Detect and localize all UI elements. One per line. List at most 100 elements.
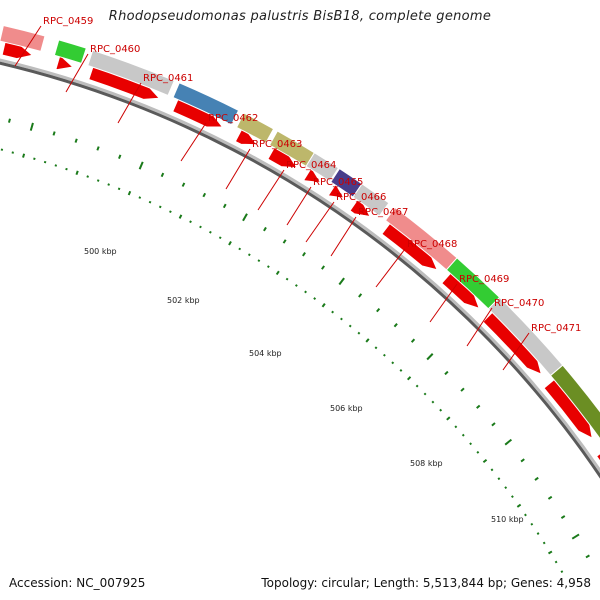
gene-label: RPC_0463: [252, 139, 302, 150]
tick-mark: [209, 230, 212, 234]
gene-block: [549, 364, 600, 440]
tick-mark: [228, 241, 232, 246]
tick-mark: [158, 205, 162, 209]
strand-features: [1, 40, 600, 462]
backbone-highlight: [0, 58, 600, 474]
gene-block: [305, 152, 340, 182]
tick-mark: [202, 192, 207, 198]
gene-label: RPC_0469: [459, 274, 509, 285]
tick-mark: [511, 495, 514, 499]
gene-label: RPC_0460: [90, 44, 140, 55]
tick-mark: [181, 182, 186, 187]
tick-mark: [275, 270, 280, 276]
tick-mark: [160, 172, 165, 178]
leader-line: [502, 332, 530, 371]
tick-mark: [571, 533, 580, 540]
backbone-line: [0, 61, 600, 479]
tick-mark: [547, 495, 553, 500]
tick-mark: [560, 515, 566, 519]
leader-line: [65, 53, 89, 93]
leader-line: [330, 216, 357, 257]
tick-mark: [7, 118, 11, 123]
tick-mark: [189, 220, 192, 224]
gene-block: [0, 24, 46, 53]
tick-mark: [294, 284, 298, 287]
tick-mark: [266, 265, 270, 269]
genome-summary: Topology: circular; Length: 5,513,844 bp…: [261, 576, 591, 590]
tick-mark: [127, 190, 132, 196]
leader-line: [14, 25, 42, 67]
gene-block: [87, 49, 175, 97]
tick-mark: [238, 247, 242, 251]
tick-mark: [138, 161, 144, 170]
tick-mark: [247, 253, 251, 257]
tick-mark: [218, 236, 222, 240]
gene-labels: RPC_0459 RPC_0460 RPC_0461 RPC_0462 RPC_0463…: [14, 16, 581, 371]
tick-mark: [497, 477, 501, 481]
tick-mark: [530, 522, 534, 526]
tick-mark: [331, 310, 335, 314]
leader-line: [466, 307, 493, 347]
gene-label: RPC_0461: [143, 73, 193, 84]
kbp-label: 506 kbp: [330, 404, 363, 413]
tick-mark: [491, 422, 496, 427]
gene-label: RPC_0464: [286, 160, 336, 171]
tick-mark: [96, 179, 100, 182]
leader-line: [225, 148, 251, 190]
tick-mark: [423, 392, 427, 396]
accession-text: Accession: NC_007925: [9, 576, 146, 590]
tick-mark: [410, 338, 416, 343]
tick-mark: [107, 183, 110, 186]
tick-mark: [406, 376, 412, 381]
leader-line: [375, 248, 406, 288]
tick-mark: [376, 307, 381, 313]
tick-mark: [138, 196, 142, 199]
tick-mark: [340, 317, 343, 321]
gene-label: RPC_0465: [313, 177, 363, 188]
tick-mark: [504, 486, 508, 490]
gene-features: [0, 24, 600, 440]
tick-mark: [43, 160, 47, 164]
tick-mark: [391, 361, 395, 365]
tick-mark: [33, 157, 36, 161]
tick-mark: [542, 541, 546, 545]
kbp-labels: 500 kbp 502 kbp 504 kbp 506 kbp 508 kbp 510 k…: [84, 247, 524, 524]
gene-label: RPC_0466: [336, 192, 386, 203]
tick-mark: [96, 146, 100, 151]
gene-block: [53, 39, 87, 65]
tick-mark: [358, 293, 363, 298]
tick-mark: [446, 416, 451, 421]
tick-mark: [75, 170, 79, 175]
strand-arrow: [595, 453, 600, 462]
tick-mark: [11, 151, 14, 154]
tick-mark: [321, 265, 325, 270]
tick-mark: [454, 425, 458, 429]
tick-mark: [52, 131, 56, 136]
leader-line: [429, 283, 458, 323]
leader-line: [305, 201, 335, 243]
strand-arrow: [327, 183, 345, 199]
tick-mark: [222, 203, 227, 209]
tick-mark: [476, 450, 480, 454]
tick-mark: [374, 346, 378, 350]
gene-label: RPC_0459: [43, 16, 93, 27]
tick-mark: [426, 353, 434, 361]
tick-mark: [321, 303, 326, 308]
gene-block: [352, 183, 390, 217]
gene-label: RPC_0467: [358, 207, 408, 218]
tick-mark: [444, 370, 449, 376]
gene-label: RPC_0470: [494, 298, 544, 309]
tick-mark: [554, 560, 558, 564]
tick-mark: [585, 554, 590, 559]
tick-mark: [399, 369, 403, 372]
tick-mark: [74, 138, 78, 143]
tick-mark: [504, 438, 513, 446]
tick-mark: [560, 570, 564, 574]
tick-mark: [148, 200, 152, 204]
gene-block: [172, 82, 240, 126]
tick-marks: [0, 118, 590, 574]
kbp-label: 508 kbp: [410, 459, 443, 468]
tick-mark: [29, 122, 34, 131]
tick-mark: [282, 239, 287, 244]
